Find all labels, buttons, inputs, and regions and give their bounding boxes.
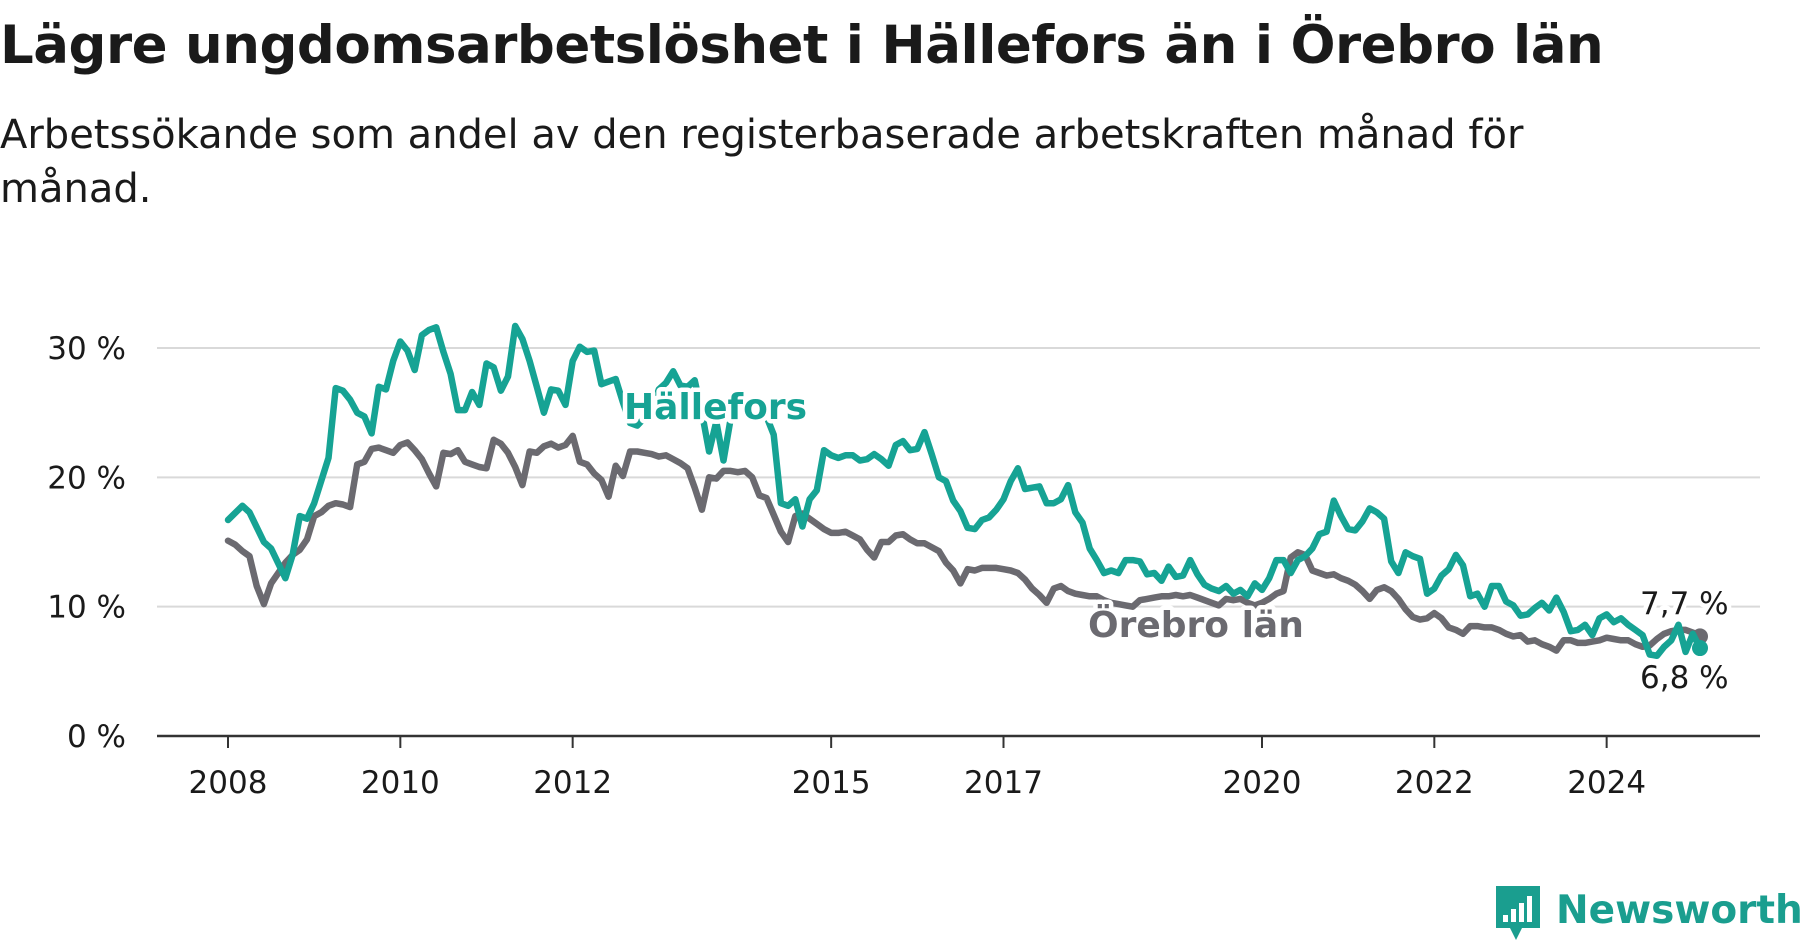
x-tick-label: 2012 [533,765,612,801]
end-label-orebro-lan: 7,7 % [1640,586,1729,622]
series-line-orebro-lan [224,432,1704,654]
y-tick-label: 30 % [47,331,126,367]
end-label-hallefors: 6,8 % [1640,660,1729,696]
series-label-orebro-lan: Örebro län [1088,604,1304,646]
x-tick-label: 2008 [189,765,268,801]
series-end-dot [1692,640,1708,657]
chart-title: Lägre ungdomsarbetslöshet i Hällefors än… [0,15,1604,76]
series-label-hallefors: Hällefors [624,387,807,428]
y-tick-label: 20 % [47,460,126,496]
y-axis-ticks: 0 % 10 % 20 % 30 % [47,331,126,755]
end-label-orebro-lan-halo: 7,7 % [1640,586,1729,622]
y-tick-label: 0 % [67,719,126,755]
series-label-hallefors-halo: Hällefors [624,387,807,428]
x-axis-ticks: 2008 2010 2012 2015 2017 2020 2022 2024 [189,736,1646,801]
brand-name: Newsworthy [1556,888,1800,933]
end-label-hallefors-halo: 6,8 % [1640,660,1729,696]
x-tick-label: 2024 [1567,765,1646,801]
x-tick-label: 2010 [361,765,440,801]
x-tick-label: 2020 [1223,765,1302,801]
series-lines [224,322,1708,660]
x-tick-label: 2017 [964,765,1043,801]
x-tick-label: 2022 [1395,765,1474,801]
series-line-hallefors [224,322,1704,660]
y-tick-label: 10 % [47,590,126,626]
x-tick-label: 2015 [792,765,871,801]
gridlines [157,347,1760,608]
bar-chart-icon [1496,886,1540,940]
newsworthy-logo: Newsworthy [1492,884,1800,946]
series-label-orebro-lan-halo: Örebro län [1088,604,1304,646]
chart-subtitle: Arbetssökande som andel av den registerb… [0,112,1524,212]
